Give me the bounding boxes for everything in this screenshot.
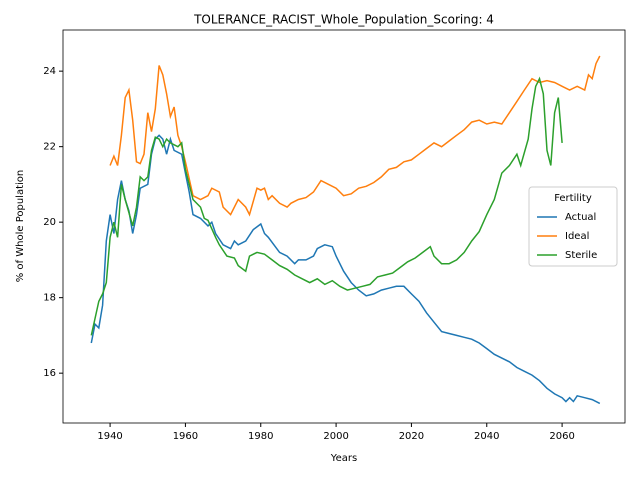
plot-frame: [62, 29, 626, 424]
x-axis-label: Years: [330, 453, 357, 464]
y-tick-label: 20: [43, 217, 56, 228]
line: [90, 134, 601, 405]
legend-label: Actual: [565, 212, 596, 223]
y-axis-label: % of Whole Population: [15, 170, 26, 283]
legend: Fertility Actual Ideal Sterile: [528, 186, 618, 267]
x-tick-label: 1960: [173, 431, 198, 442]
chart-title: TOLERANCE_RACIST_Whole_Population_Scorin…: [193, 13, 494, 27]
x-tick-label: 1940: [97, 431, 122, 442]
y-tick-label: 16: [43, 368, 56, 379]
legend-label: Sterile: [565, 250, 597, 261]
y-tick-label: 22: [43, 142, 56, 153]
legend-label: Ideal: [565, 231, 589, 242]
y-tick-label: 24: [43, 66, 56, 77]
x-tick-label: 2060: [549, 431, 574, 442]
line: [90, 76, 563, 336]
x-tick-label: 2040: [474, 431, 499, 442]
legend-title: Fertility: [554, 193, 592, 204]
line: [109, 55, 601, 217]
x-tick-label: 2000: [323, 431, 348, 442]
legend-box: [528, 186, 618, 267]
x-tick-label: 2020: [399, 431, 424, 442]
x-tick-label: 1980: [248, 431, 273, 442]
y-tick-label: 18: [43, 293, 56, 304]
